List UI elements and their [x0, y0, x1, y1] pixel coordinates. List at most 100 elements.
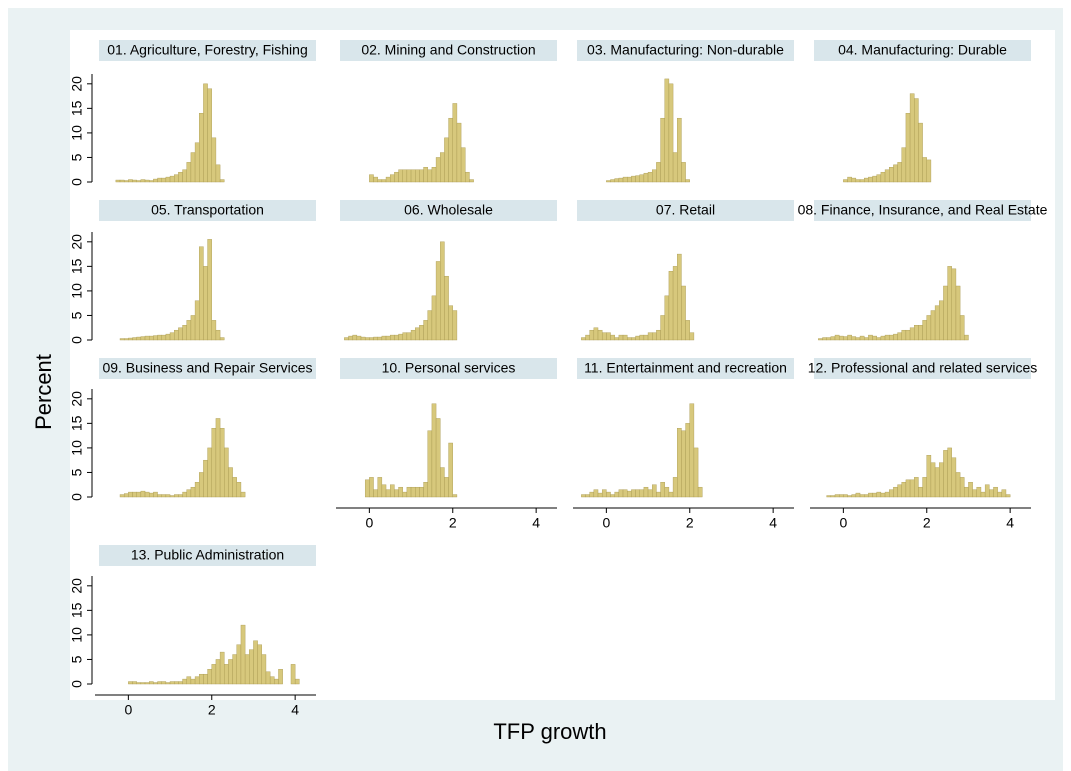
bar [681, 430, 686, 498]
bar [119, 179, 125, 183]
bar [406, 332, 412, 341]
bar [922, 157, 927, 183]
bar [893, 333, 898, 341]
bar [427, 169, 433, 183]
bar [847, 495, 852, 498]
bar [128, 681, 133, 685]
bar [947, 266, 952, 341]
bar [930, 462, 936, 498]
bar [664, 78, 670, 183]
bar [161, 334, 167, 341]
bar [943, 450, 948, 498]
bar [190, 486, 196, 498]
bar [606, 180, 611, 183]
bar [240, 624, 246, 685]
bar [668, 83, 674, 183]
bar [660, 117, 665, 183]
bar [656, 329, 661, 341]
bar [402, 491, 408, 498]
bar [232, 477, 237, 498]
bar [656, 491, 661, 498]
bar [236, 644, 242, 685]
bar [585, 334, 590, 341]
x-tick-label: 4 [1006, 515, 1014, 531]
bar [157, 177, 162, 183]
bar [622, 334, 628, 341]
bar [427, 310, 433, 341]
bar [344, 337, 349, 341]
bar [964, 334, 969, 341]
bar [427, 430, 433, 498]
bar [398, 333, 403, 341]
x-tick-label: 2 [449, 515, 457, 531]
bar [169, 175, 175, 183]
y-tick-label: 10 [69, 627, 85, 643]
bar [876, 337, 882, 341]
bar [834, 334, 840, 341]
bar [614, 491, 620, 498]
bar [926, 455, 932, 498]
bar [186, 489, 192, 498]
bar [144, 682, 150, 685]
bar [838, 335, 844, 341]
bar [660, 315, 665, 341]
bar [897, 162, 902, 183]
bar [169, 681, 175, 685]
bar [136, 682, 142, 685]
bar [207, 88, 212, 183]
bar [681, 285, 686, 341]
bar [203, 83, 208, 183]
bar [847, 176, 852, 183]
bar [215, 659, 221, 685]
bar [236, 482, 242, 498]
bar [622, 489, 628, 498]
panel-strip [99, 545, 316, 566]
bar [169, 495, 175, 498]
panel-title: 11. Entertainment and recreation [584, 360, 787, 376]
bar [448, 305, 453, 341]
bar [140, 682, 146, 685]
bar [410, 329, 416, 341]
bar [419, 486, 424, 498]
bar [377, 336, 383, 341]
bar [157, 334, 162, 341]
y-tick-label: 20 [69, 391, 85, 407]
bar [373, 176, 378, 183]
bar [897, 332, 902, 341]
y-tick-label: 10 [69, 440, 85, 456]
y-tick-label: 20 [69, 578, 85, 594]
bar [290, 664, 296, 685]
bar [589, 329, 595, 341]
bar [926, 159, 932, 183]
bar [402, 332, 408, 341]
bar [190, 152, 196, 183]
bar [398, 169, 403, 183]
panel-title: 13. Public Administration [131, 547, 284, 563]
bar [423, 320, 428, 341]
bar [452, 494, 458, 498]
bar [664, 295, 670, 341]
bar [635, 175, 640, 183]
bar [834, 494, 840, 498]
bar [934, 305, 940, 341]
panel-strip [99, 200, 316, 221]
bar [465, 171, 470, 183]
bar [174, 174, 179, 183]
bar [390, 484, 395, 498]
bar [385, 489, 391, 498]
bar [119, 494, 125, 498]
bar [373, 489, 378, 498]
bar [406, 169, 412, 183]
bar [352, 334, 358, 341]
bar [178, 171, 183, 183]
y-axis-label: Percent [31, 354, 56, 430]
bar [672, 477, 678, 498]
bar [190, 315, 196, 341]
bar [452, 310, 458, 341]
bar [989, 489, 994, 498]
x-tick-label: 4 [769, 515, 777, 531]
bar [652, 169, 657, 183]
x-tick-label: 0 [124, 702, 132, 718]
bar [968, 482, 973, 498]
bar [419, 169, 424, 183]
